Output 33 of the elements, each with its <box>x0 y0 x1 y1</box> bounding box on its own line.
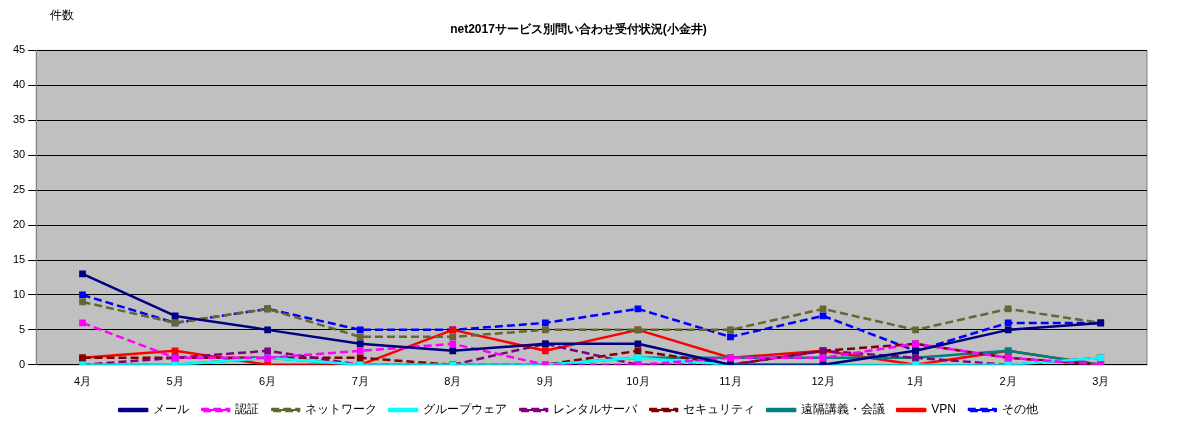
x-tick-label: 10月 <box>626 375 650 388</box>
x-tick-label: 1月 <box>907 375 925 388</box>
legend-label: ネットワーク <box>305 402 378 417</box>
x-tick-label: 11月 <box>719 375 742 388</box>
legend-label: グループウェア <box>423 402 508 417</box>
y-tick-label: 25 <box>12 183 26 196</box>
legend-label: メール <box>153 402 190 417</box>
x-tick-label: 5月 <box>166 375 184 388</box>
x-tick-label: 12月 <box>811 375 835 388</box>
x-tick-label: 6月 <box>259 375 277 388</box>
y-tick-label: 5 <box>19 322 26 335</box>
y-tick-label: 10 <box>12 287 26 300</box>
x-tick-label: 2月 <box>999 375 1017 388</box>
x-tick-label: 3月 <box>1092 375 1110 388</box>
y-tick-label: 35 <box>12 113 26 126</box>
legend-label: 遠隔講義・会議 <box>801 402 886 417</box>
legend-label: その他 <box>1001 402 1038 417</box>
y-tick-label: 20 <box>12 218 26 231</box>
x-tick-label: 8月 <box>444 375 462 388</box>
y-tick-label: 30 <box>12 148 26 161</box>
y-tick-label: 45 <box>12 43 26 56</box>
y-axis-title: 件数 <box>50 8 74 23</box>
legend-label: セキュリティ <box>683 402 756 417</box>
chart-title: net2017サービス別問い合わせ受付状況(小金井) <box>450 21 707 36</box>
y-tick-label: 40 <box>12 78 26 91</box>
legend-label: レンタルサーバ <box>553 402 639 417</box>
y-tick-label: 0 <box>19 357 26 370</box>
y-tick-label: 15 <box>12 253 26 266</box>
x-tick-label: 4月 <box>73 375 92 388</box>
legend-label: VPN <box>931 402 956 417</box>
x-tick-label: 9月 <box>536 375 554 388</box>
legend-label: 認証 <box>235 402 260 417</box>
x-tick-label: 7月 <box>351 375 369 388</box>
